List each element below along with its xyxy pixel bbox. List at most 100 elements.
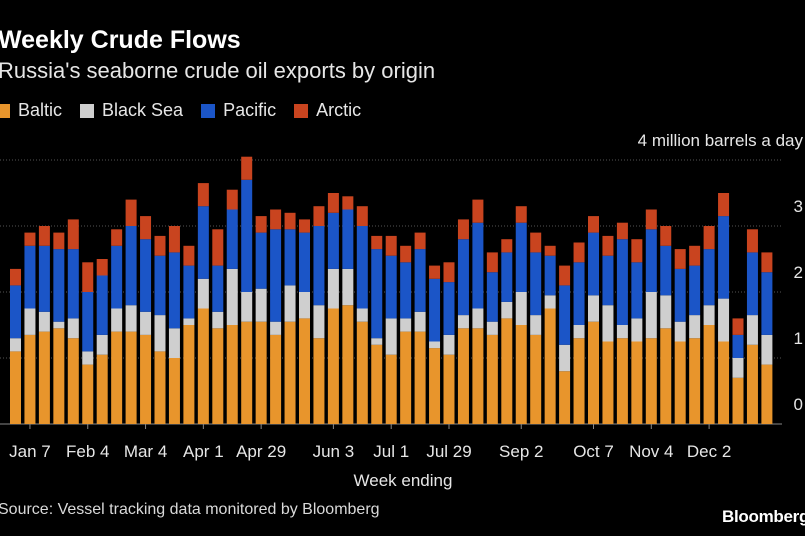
y-tick-label: 3 xyxy=(794,197,803,216)
bar-baltic-45 xyxy=(660,328,672,424)
bar-arctic-45 xyxy=(660,226,672,246)
bar-black-sea-20 xyxy=(299,292,310,319)
bar-black-sea-13 xyxy=(197,278,209,309)
bar-pacific-21 xyxy=(313,226,325,306)
bar-black-sea-22 xyxy=(327,268,339,309)
legend: Baltic Black Sea Pacific Arctic xyxy=(0,100,379,121)
y-tick-label: 0 xyxy=(794,395,803,414)
bar-baltic-48 xyxy=(703,325,715,424)
bar-pacific-51 xyxy=(746,252,758,316)
bar-pacific-32 xyxy=(472,222,484,309)
bar-pacific-19 xyxy=(284,229,296,286)
bar-baltic-47 xyxy=(689,338,701,424)
bar-pacific-34 xyxy=(501,252,513,302)
bar-pacific-4 xyxy=(67,249,79,319)
bar-pacific-42 xyxy=(616,239,628,325)
x-tick-label: Nov 4 xyxy=(629,442,673,461)
bar-arctic-46 xyxy=(674,249,686,269)
legend-item-baltic: Baltic xyxy=(0,100,62,121)
bar-pacific-25 xyxy=(371,249,383,339)
bar-baltic-15 xyxy=(226,325,238,424)
bar-baltic-29 xyxy=(429,348,441,424)
bar-pacific-18 xyxy=(270,229,282,322)
bar-arctic-31 xyxy=(457,219,469,240)
x-tick-label: Dec 2 xyxy=(687,442,731,461)
bar-pacific-10 xyxy=(154,255,166,316)
bar-baltic-2 xyxy=(38,331,50,424)
bar-baltic-35 xyxy=(515,325,527,424)
legend-swatch-baltic xyxy=(0,103,10,118)
bar-baltic-42 xyxy=(616,338,628,424)
bar-arctic-38 xyxy=(559,265,571,286)
bar-baltic-31 xyxy=(457,328,469,424)
x-tick-label: Feb 4 xyxy=(66,442,109,461)
bar-baltic-44 xyxy=(645,338,657,424)
bar-pacific-49 xyxy=(718,216,730,299)
bar-arctic-5 xyxy=(82,262,94,292)
chart-title: Weekly Crude Flows xyxy=(0,26,241,54)
bar-baltic-1 xyxy=(24,334,36,424)
bar-black-sea-27 xyxy=(400,318,412,332)
bar-baltic-5 xyxy=(82,364,94,424)
bar-pacific-39 xyxy=(573,262,585,325)
bar-arctic-39 xyxy=(573,242,585,263)
bar-pacific-8 xyxy=(125,226,137,306)
source-note: Source: Vessel tracking data monitored b… xyxy=(0,501,380,518)
bar-black-sea-15 xyxy=(226,268,238,325)
bar-arctic-21 xyxy=(313,206,325,226)
bar-black-sea-39 xyxy=(573,325,585,339)
legend-label-black-sea: Black Sea xyxy=(102,100,184,120)
bar-black-sea-0 xyxy=(10,338,21,352)
bar-arctic-11 xyxy=(168,226,180,253)
bar-arctic-34 xyxy=(501,239,513,253)
bar-baltic-46 xyxy=(674,341,686,424)
bar-arctic-3 xyxy=(53,232,65,250)
bar-black-sea-51 xyxy=(746,315,758,345)
bar-black-sea-46 xyxy=(674,321,686,342)
bar-pacific-5 xyxy=(82,292,94,352)
bar-baltic-19 xyxy=(284,321,296,424)
bar-pacific-3 xyxy=(53,249,65,322)
bar-baltic-21 xyxy=(313,338,325,424)
chart-subtitle: Russia's seaborne crude oil exports by o… xyxy=(0,58,436,83)
bar-arctic-49 xyxy=(718,193,730,217)
bar-pacific-15 xyxy=(226,209,238,269)
bar-baltic-34 xyxy=(501,318,513,424)
bar-black-sea-48 xyxy=(703,305,715,325)
bar-black-sea-31 xyxy=(457,315,469,329)
x-tick-label: Jan 7 xyxy=(9,442,51,461)
x-tick-label: Apr 1 xyxy=(183,442,224,461)
bar-black-sea-36 xyxy=(530,315,542,335)
bar-baltic-23 xyxy=(342,305,354,424)
bar-arctic-41 xyxy=(602,235,614,256)
bar-pacific-1 xyxy=(24,245,36,309)
bar-baltic-27 xyxy=(400,331,412,424)
bar-pacific-7 xyxy=(111,245,123,309)
bar-black-sea-2 xyxy=(38,311,50,332)
bar-baltic-10 xyxy=(154,351,166,424)
bar-pacific-52 xyxy=(761,272,773,335)
bar-baltic-51 xyxy=(746,344,758,424)
bar-pacific-27 xyxy=(400,262,412,319)
bar-pacific-33 xyxy=(486,272,498,322)
bars xyxy=(10,156,773,424)
bar-black-sea-26 xyxy=(385,318,397,355)
bar-black-sea-5 xyxy=(82,351,94,365)
bar-arctic-8 xyxy=(125,199,137,226)
x-tick-label: Mar 4 xyxy=(124,442,167,461)
bar-black-sea-9 xyxy=(140,311,152,335)
bar-black-sea-16 xyxy=(241,292,253,322)
bar-pacific-30 xyxy=(443,282,455,335)
bar-black-sea-49 xyxy=(718,298,730,342)
bar-baltic-39 xyxy=(573,338,585,424)
bar-black-sea-12 xyxy=(183,318,195,325)
bar-arctic-44 xyxy=(645,209,657,230)
bar-baltic-18 xyxy=(270,334,282,424)
bar-black-sea-10 xyxy=(154,315,166,352)
bar-baltic-4 xyxy=(67,338,79,424)
bar-pacific-24 xyxy=(356,226,368,309)
bar-black-sea-25 xyxy=(371,338,383,345)
bar-arctic-37 xyxy=(544,245,556,256)
bar-pacific-47 xyxy=(689,265,701,316)
